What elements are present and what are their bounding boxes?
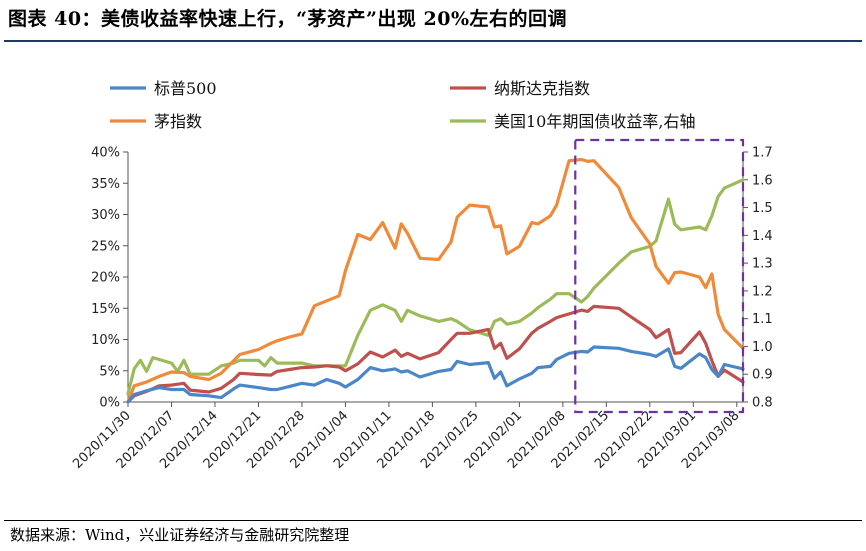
y-right-tick-label: 1.0 [752,340,773,355]
y-left-tick-label: 35% [91,177,120,192]
legend-label: 茅指数 [154,112,202,131]
series-line-1 [126,304,745,404]
y-left-tick-label: 5% [99,364,120,379]
y-right-tick-label: 1.7 [752,146,773,161]
series-line-2 [126,157,745,404]
figure-source: 数据来源：Wind，兴业证券经济与金融研究院整理 [10,526,350,544]
y-right-tick-label: 0.9 [752,368,773,383]
y-right-tick-label: 1.2 [752,284,773,299]
y-right-tick-label: 1.1 [752,312,773,327]
highlight-box [574,138,745,414]
y-left-tick-label: 40% [91,146,120,161]
y-left-tick-label: 30% [91,208,120,223]
y-right-tick-label: 1.5 [752,201,773,216]
y-left-tick-label: 15% [91,302,120,317]
source-rule [4,520,862,521]
legend-label: 标普500 [154,79,217,98]
series-line-3 [126,178,745,396]
y-right-tick-label: 1.3 [752,257,773,272]
chart-series [126,157,745,404]
legend-label: 纳斯达克指数 [494,79,590,98]
title-rule [4,40,862,42]
y-right-tick-label: 1.6 [752,173,773,188]
y-left-tick-label: 20% [91,271,120,286]
highlight-box-group [574,138,745,414]
figure-title: 图表 40：美债收益率快速上行，“茅资产”出现 20%左右的回调 [8,8,568,30]
y-right-tick-label: 1.4 [752,229,773,244]
y-left-tick-label: 10% [91,333,120,348]
chart-axes: 0% 5% 10% 15% 20% 25% 30% 35% 40% 0.8 0.9 1.0 1.1 1.2… [91,146,773,411]
y-left-tick-label: 25% [91,239,120,254]
y-right-tick-label: 0.8 [752,396,773,411]
legend-label: 美国10年期国债收益率,右轴 [494,112,695,131]
y-left-tick-label: 0% [99,396,120,411]
series-line-0 [126,345,745,404]
